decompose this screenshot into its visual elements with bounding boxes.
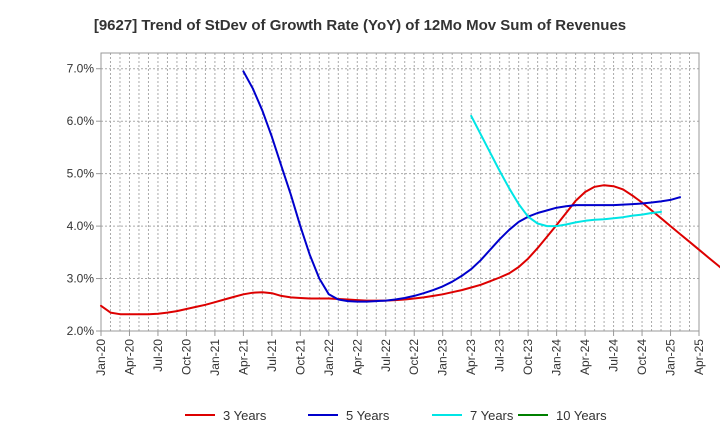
plot-area [101,53,699,331]
x-tick-label: Oct-22 [407,339,421,375]
x-tick-label: Apr-24 [578,339,592,375]
y-tick-label: 3.0% [67,272,95,286]
x-tick-label: Jan-25 [664,339,678,376]
x-tick-label: Apr-21 [236,339,250,375]
series-line-7-years [470,114,662,228]
legend-label-5-years: 5 Years [346,408,390,423]
legend: 3 Years 5 Years 7 Years 10 Years [185,408,607,423]
y-tick-label: 6.0% [67,114,95,128]
series-line-3-years [100,184,720,316]
x-tick-label: Jul-23 [493,339,507,372]
legend-label-3-years: 3 Years [223,408,267,423]
x-tick-label: Jul-24 [607,339,621,372]
x-axis: Jan-20 Apr-20 Jul-20 Oct-20 Jan-21 Apr-21 Jul-… [94,331,706,376]
x-tick-label: Jul-22 [379,339,393,372]
chart-title: [9627] Trend of StDev of Growth Rate (Yo… [94,17,626,34]
plot-border [100,52,700,332]
y-tick-label: 2.0% [67,324,95,338]
x-tick-label: Jan-20 [94,339,108,376]
x-tick-label: Jan-21 [208,339,222,376]
x-tick-label: Oct-20 [179,339,193,375]
x-tick-label: Jan-24 [550,339,564,376]
x-tick-label: Apr-20 [122,339,136,375]
series-line-5-years [242,70,681,303]
y-tick-label: 5.0% [67,167,95,181]
x-tick-label: Jul-20 [151,339,165,372]
x-tick-label: Oct-24 [635,339,649,375]
y-tick-label: 7.0% [67,62,95,76]
legend-label-10-years: 10 Years [556,408,607,423]
x-tick-label: Oct-21 [293,339,307,375]
series-lines [100,70,720,316]
legend-label-7-years: 7 Years [470,408,514,423]
x-tick-label: Apr-23 [464,339,478,375]
y-axis: 2.0% 3.0% 4.0% 5.0% 6.0% 7.0% [67,62,101,338]
x-tick-label: Apr-25 [692,339,706,375]
x-tick-label: Apr-22 [350,339,364,375]
y-tick-label: 4.0% [67,219,95,233]
x-tick-label: Jan-22 [322,339,336,376]
x-tick-label: Jan-23 [436,339,450,376]
x-tick-label: Jul-21 [265,339,279,372]
x-tick-label: Oct-23 [521,339,535,375]
